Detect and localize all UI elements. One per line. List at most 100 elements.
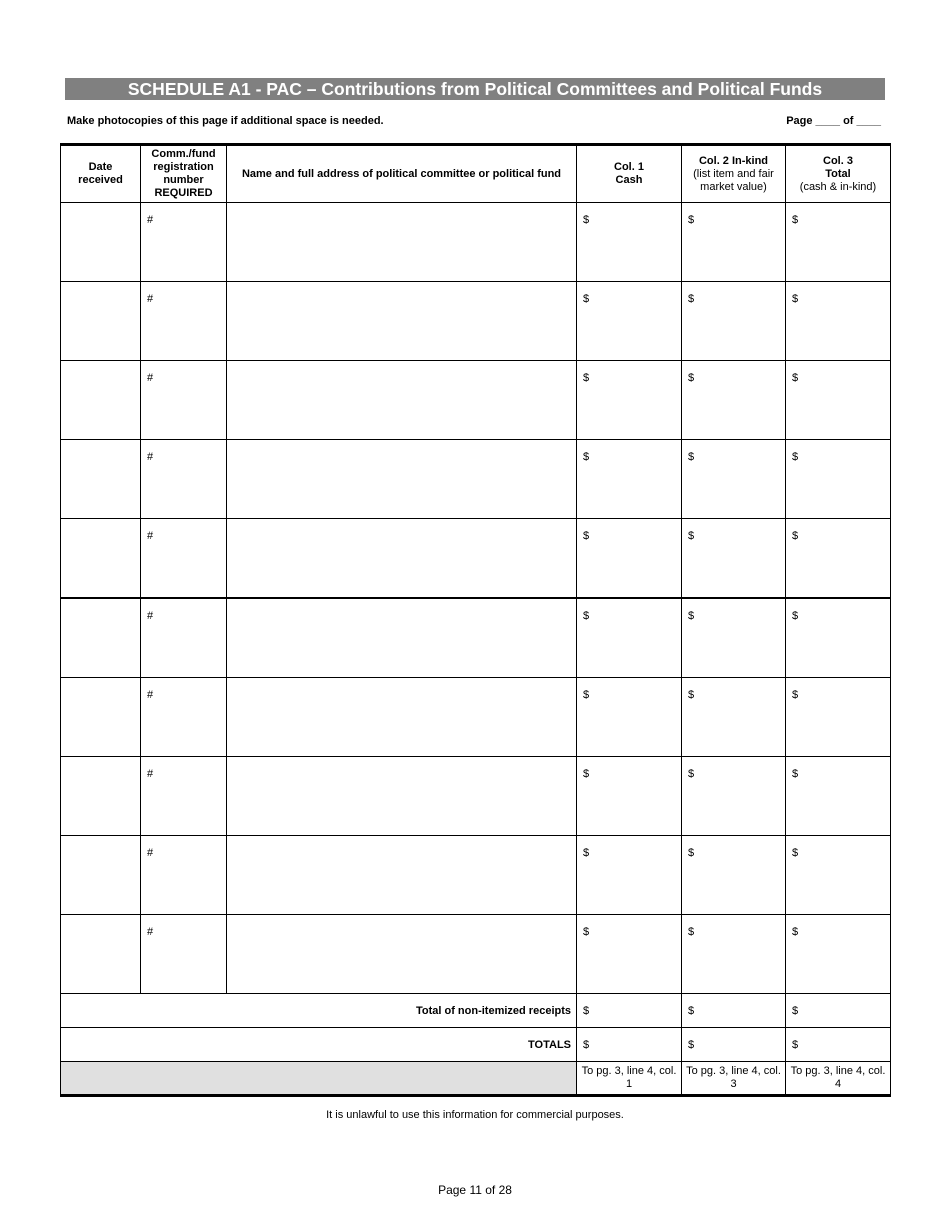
cash-cell[interactable]: $ bbox=[576, 677, 682, 757]
registration-cell[interactable]: # bbox=[140, 914, 227, 994]
inkind-cell[interactable]: $ bbox=[681, 597, 786, 678]
cash-cell-prefix: $ bbox=[583, 768, 590, 780]
inkind-cell-prefix: $ bbox=[688, 847, 695, 859]
date-cell[interactable] bbox=[60, 281, 141, 361]
name-address-cell[interactable] bbox=[226, 518, 577, 599]
name-address-cell[interactable] bbox=[226, 281, 577, 361]
cash-cell-prefix: $ bbox=[583, 372, 590, 384]
col2-label: Col. 2 In-kind bbox=[698, 154, 769, 167]
table-row: # $ $ $ bbox=[60, 597, 891, 678]
registration-cell-prefix: # bbox=[147, 293, 154, 305]
cash-cell[interactable]: $ bbox=[576, 835, 682, 915]
disclaimer: It is unlawful to use this information f… bbox=[326, 1109, 624, 1121]
cash-cell[interactable]: $ bbox=[576, 281, 682, 361]
cash-cell[interactable]: $ bbox=[576, 914, 682, 994]
inkind-cell[interactable]: $ bbox=[681, 360, 786, 440]
total-cell-prefix: $ bbox=[792, 293, 799, 305]
inkind-cell[interactable]: $ bbox=[681, 756, 786, 836]
name-address-cell[interactable] bbox=[226, 202, 577, 282]
total-cell[interactable]: $ bbox=[785, 360, 891, 440]
cash-cell-prefix: $ bbox=[583, 847, 590, 859]
registration-cell[interactable]: # bbox=[140, 202, 227, 282]
registration-cell[interactable]: # bbox=[140, 597, 227, 678]
registration-cell[interactable]: # bbox=[140, 677, 227, 757]
registration-cell-prefix: # bbox=[147, 530, 154, 542]
inkind-cell-prefix: $ bbox=[688, 451, 695, 463]
total-cell[interactable]: $ bbox=[785, 439, 891, 519]
carry-col1: To pg. 3, line 4, col. 1 bbox=[576, 1061, 682, 1096]
non-itemized-total[interactable]: $ bbox=[785, 993, 891, 1028]
table-row: # $ $ $ bbox=[60, 518, 891, 599]
photocopy-note: Make photocopies of this page if additio… bbox=[67, 115, 384, 127]
inkind-cell[interactable]: $ bbox=[681, 835, 786, 915]
name-address-cell[interactable] bbox=[226, 756, 577, 836]
registration-cell[interactable]: # bbox=[140, 360, 227, 440]
total-cell[interactable]: $ bbox=[785, 202, 891, 282]
total-cell[interactable]: $ bbox=[785, 281, 891, 361]
cash-cell[interactable]: $ bbox=[576, 756, 682, 836]
cash-cell[interactable]: $ bbox=[576, 202, 682, 282]
inkind-cell[interactable]: $ bbox=[681, 914, 786, 994]
total-cell[interactable]: $ bbox=[785, 518, 891, 599]
carry-col2: To pg. 3, line 4, col. 3 bbox=[681, 1061, 786, 1096]
date-cell[interactable] bbox=[60, 202, 141, 282]
total-cell-prefix: $ bbox=[792, 530, 799, 542]
name-address-cell[interactable] bbox=[226, 677, 577, 757]
col1-label: Col. 1 bbox=[614, 161, 644, 173]
total-cell[interactable]: $ bbox=[785, 914, 891, 994]
cash-cell-prefix: $ bbox=[583, 926, 590, 938]
inkind-cell-prefix: $ bbox=[688, 530, 695, 542]
page-title: SCHEDULE A1 - PAC – Contributions from P… bbox=[65, 78, 885, 100]
totals-total[interactable]: $ bbox=[785, 1027, 891, 1062]
date-cell[interactable] bbox=[60, 518, 141, 599]
registration-cell[interactable]: # bbox=[140, 518, 227, 599]
cash-cell[interactable]: $ bbox=[576, 439, 682, 519]
date-cell[interactable] bbox=[60, 914, 141, 994]
cash-cell[interactable]: $ bbox=[576, 518, 682, 599]
registration-cell-prefix: # bbox=[147, 926, 154, 938]
registration-cell[interactable]: # bbox=[140, 756, 227, 836]
header-name-address: Name and full address of political commi… bbox=[226, 144, 577, 203]
non-itemized-row: Total of non-itemized receipts $ $ $ bbox=[60, 993, 891, 1028]
registration-cell[interactable]: # bbox=[140, 281, 227, 361]
inkind-cell[interactable]: $ bbox=[681, 677, 786, 757]
total-cell[interactable]: $ bbox=[785, 835, 891, 915]
name-address-cell[interactable] bbox=[226, 360, 577, 440]
date-cell[interactable] bbox=[60, 360, 141, 440]
total-cell[interactable]: $ bbox=[785, 597, 891, 678]
inkind-cell-prefix: $ bbox=[688, 689, 695, 701]
date-cell[interactable] bbox=[60, 835, 141, 915]
registration-cell-prefix: # bbox=[147, 768, 154, 780]
inkind-cell[interactable]: $ bbox=[681, 202, 786, 282]
totals-label: TOTALS bbox=[60, 1027, 577, 1062]
inkind-cell-prefix: $ bbox=[688, 372, 695, 384]
header-registration-text: Comm./fund registration number bbox=[151, 148, 216, 186]
totals-inkind[interactable]: $ bbox=[681, 1027, 786, 1062]
inkind-cell[interactable]: $ bbox=[681, 281, 786, 361]
registration-cell[interactable]: # bbox=[140, 439, 227, 519]
date-cell[interactable] bbox=[60, 439, 141, 519]
header-required-text: REQUIRED bbox=[154, 187, 213, 199]
name-address-cell[interactable] bbox=[226, 597, 577, 678]
total-cell[interactable]: $ bbox=[785, 677, 891, 757]
header-col1: Col. 1 Cash bbox=[576, 144, 682, 203]
name-address-cell[interactable] bbox=[226, 914, 577, 994]
non-itemized-cash[interactable]: $ bbox=[576, 993, 682, 1028]
inkind-cell[interactable]: $ bbox=[681, 518, 786, 599]
name-address-cell[interactable] bbox=[226, 835, 577, 915]
totals-cash[interactable]: $ bbox=[576, 1027, 682, 1062]
page-of-field[interactable]: Page ____ of ____ bbox=[786, 115, 881, 127]
date-cell[interactable] bbox=[60, 597, 141, 678]
inkind-cell[interactable]: $ bbox=[681, 439, 786, 519]
cash-cell[interactable]: $ bbox=[576, 360, 682, 440]
date-cell[interactable] bbox=[60, 677, 141, 757]
col2-sub: (list item and fair market value) bbox=[693, 167, 774, 193]
cash-cell[interactable]: $ bbox=[576, 597, 682, 678]
non-itemized-inkind[interactable]: $ bbox=[681, 993, 786, 1028]
registration-cell[interactable]: # bbox=[140, 835, 227, 915]
date-cell[interactable] bbox=[60, 756, 141, 836]
cash-cell-prefix: $ bbox=[583, 451, 590, 463]
total-cell[interactable]: $ bbox=[785, 756, 891, 836]
name-address-cell[interactable] bbox=[226, 439, 577, 519]
